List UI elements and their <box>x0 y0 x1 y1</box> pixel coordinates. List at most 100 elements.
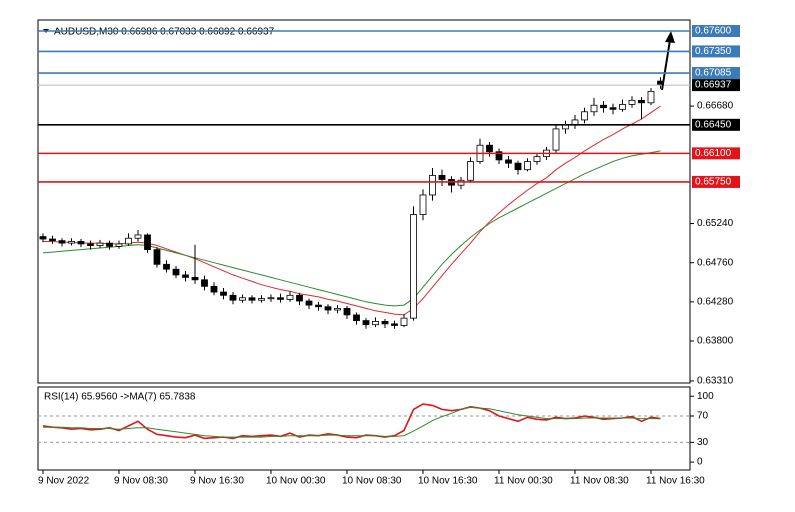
candle-body <box>182 274 189 278</box>
y-tick-label: 0.64280 <box>697 296 734 307</box>
y-tick-label: 0 <box>697 457 703 468</box>
candle-body <box>410 214 417 319</box>
candle-body <box>49 238 56 242</box>
main-plot-frame <box>37 19 691 384</box>
y-tick-label: 0.63800 <box>697 336 734 347</box>
candle-body <box>229 294 237 301</box>
candle-body <box>87 243 94 246</box>
candle-body <box>372 321 379 326</box>
candle-body <box>77 241 85 245</box>
candle-body <box>353 314 360 321</box>
candle-body <box>286 294 294 300</box>
y-tick-label: 0.65240 <box>697 218 734 229</box>
candle-body <box>552 128 560 151</box>
candle-body <box>324 306 332 311</box>
candle-body <box>68 241 75 244</box>
level-label: 0.65750 <box>695 177 732 188</box>
y-tick-label: 30 <box>697 437 709 448</box>
candle-body <box>514 162 522 171</box>
x-tick-label: 9 Nov 16:30 <box>190 476 244 487</box>
candle-body <box>638 99 645 104</box>
level-label-box <box>692 118 740 131</box>
candle-body <box>248 297 256 301</box>
candle-body <box>391 323 398 326</box>
candle-body <box>628 99 636 105</box>
y-tick-label: 100 <box>697 391 714 402</box>
candle-body <box>315 304 322 308</box>
x-tick-label: 10 Nov 00:30 <box>266 476 326 487</box>
line-series <box>43 406 661 438</box>
y-tick-label: 70 <box>697 411 709 422</box>
candle-body <box>96 242 104 246</box>
candle-body <box>381 321 389 325</box>
y-tick-label: 0.63310 <box>697 376 734 387</box>
candle-body <box>362 320 370 326</box>
rsi-title: RSI(14) 65.9560 ->MA(7) 65.7838 <box>44 392 196 403</box>
x-tick-label: 9 Nov 08:30 <box>114 476 168 487</box>
price-label-box <box>692 79 740 92</box>
level-label: 0.66450 <box>695 119 732 130</box>
arrow-head <box>665 31 675 43</box>
candle-body <box>39 236 47 240</box>
candle-body <box>267 297 275 300</box>
candle-body <box>125 237 132 245</box>
level-label: 0.67600 <box>695 26 732 37</box>
candle-body <box>334 307 341 311</box>
price-label: 0.66937 <box>695 80 732 91</box>
level-label: 0.67085 <box>695 68 732 79</box>
candle-body <box>191 276 199 281</box>
candle-body <box>220 291 227 296</box>
candle-body <box>277 297 284 300</box>
candle-body <box>163 263 170 270</box>
candle-body <box>239 297 246 301</box>
x-tick-label: 9 Nov 2022 <box>38 476 90 487</box>
candle-body <box>106 242 113 247</box>
candle-body <box>495 151 503 161</box>
arrow <box>661 31 675 91</box>
candle-body <box>533 156 541 162</box>
candle-body <box>609 107 617 110</box>
level-label: 0.66100 <box>695 148 732 159</box>
x-tick-label: 10 Nov 16:30 <box>418 476 478 487</box>
candle-body <box>457 179 465 186</box>
x-tick-label: 11 Nov 16:30 <box>646 476 705 487</box>
candle-body <box>600 104 607 109</box>
candle-body <box>58 240 66 244</box>
y-tick-label: 0.66680 <box>697 101 734 112</box>
candle-body <box>505 159 512 164</box>
arrow-shaft <box>661 39 671 91</box>
y-tick-label: 0.64760 <box>697 257 734 268</box>
candle-body <box>524 161 531 171</box>
level-label: 0.67350 <box>695 46 732 57</box>
candle-body <box>201 279 208 287</box>
candle-body <box>438 174 446 180</box>
candle-body <box>590 104 598 113</box>
candle-body <box>296 294 303 302</box>
x-tick-label: 11 Nov 00:30 <box>494 476 553 487</box>
level-label-box <box>692 67 740 80</box>
candle-body <box>419 194 427 215</box>
candle-body <box>400 317 408 326</box>
candle-body <box>258 298 265 301</box>
candle-body <box>467 161 474 181</box>
candle-body <box>115 243 123 247</box>
candle-body <box>619 104 626 110</box>
x-tick-label: 10 Nov 08:30 <box>342 476 402 487</box>
candle-body <box>210 285 218 293</box>
candle-body <box>429 174 436 196</box>
candle-body <box>343 307 351 316</box>
level-label-box <box>692 25 740 38</box>
candle-body <box>144 234 151 251</box>
candle-body <box>153 249 161 265</box>
chart-title: AUDUSD,M30 0.66986 0.67033 0.66892 0.669… <box>54 27 275 38</box>
level-label-box <box>692 175 740 188</box>
level-label-box <box>692 45 740 58</box>
candle-body <box>134 234 142 239</box>
candle-body <box>581 111 588 121</box>
candle-body <box>647 90 655 104</box>
candle-body <box>305 300 313 306</box>
x-tick-label: 11 Nov 08:30 <box>570 476 629 487</box>
candle-body <box>486 144 493 153</box>
level-label-box <box>692 147 740 160</box>
